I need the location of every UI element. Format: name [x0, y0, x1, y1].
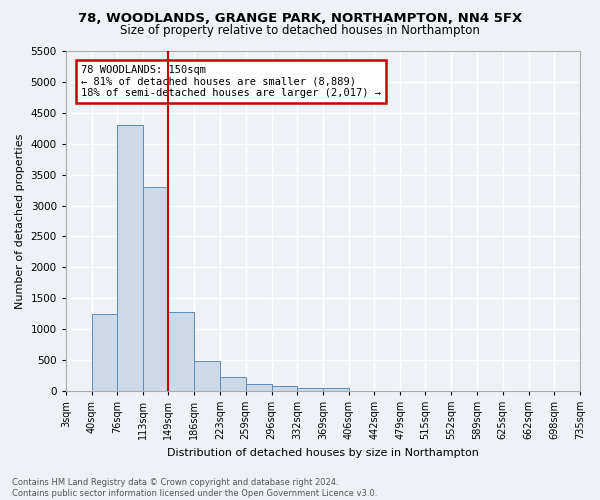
X-axis label: Distribution of detached houses by size in Northampton: Distribution of detached houses by size …	[167, 448, 479, 458]
Text: 78 WOODLANDS: 150sqm
← 81% of detached houses are smaller (8,889)
18% of semi-de: 78 WOODLANDS: 150sqm ← 81% of detached h…	[81, 65, 381, 98]
Bar	[323, 388, 349, 390]
Bar	[92, 314, 117, 390]
Text: 78, WOODLANDS, GRANGE PARK, NORTHAMPTON, NN4 5FX: 78, WOODLANDS, GRANGE PARK, NORTHAMPTON,…	[78, 12, 522, 24]
Bar	[272, 386, 297, 390]
Bar	[117, 126, 143, 390]
Text: Size of property relative to detached houses in Northampton: Size of property relative to detached ho…	[120, 24, 480, 37]
Bar	[297, 388, 323, 390]
Bar	[194, 361, 220, 390]
Bar	[220, 377, 245, 390]
Bar	[143, 187, 169, 390]
Text: Contains HM Land Registry data © Crown copyright and database right 2024.
Contai: Contains HM Land Registry data © Crown c…	[12, 478, 377, 498]
Bar	[245, 384, 272, 390]
Y-axis label: Number of detached properties: Number of detached properties	[15, 134, 25, 309]
Bar	[169, 312, 194, 390]
